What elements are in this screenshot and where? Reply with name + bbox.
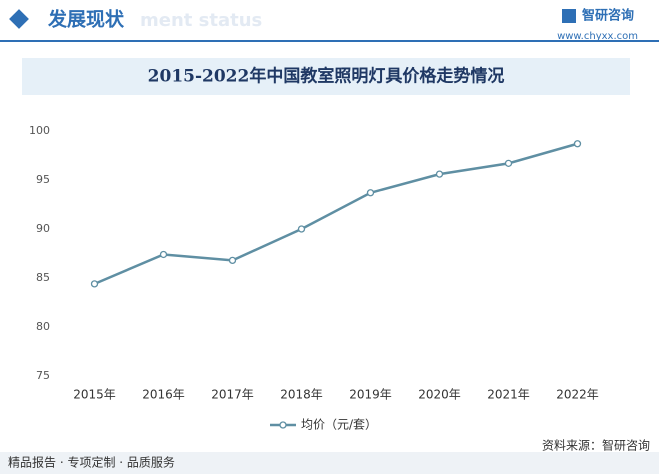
y-tick-label: 95 xyxy=(36,173,50,186)
data-point xyxy=(435,170,444,178)
header-subtitle: ment status xyxy=(140,10,262,31)
data-point xyxy=(366,189,375,197)
footer-bar xyxy=(0,452,659,474)
logo-icon xyxy=(562,9,576,23)
data-point xyxy=(228,256,237,265)
footer-source: 资料来源：智研咨询 xyxy=(542,438,650,453)
x-tick-label: 2022年 xyxy=(556,388,599,402)
y-tick-label: 85 xyxy=(36,271,50,284)
x-tick-label: 2019年 xyxy=(349,388,392,402)
y-tick-label: 80 xyxy=(36,320,50,333)
data-point xyxy=(90,280,99,288)
plot: 75 80 85 90 95 100 2015年 2016年 2017年 2018年 2019年 20… xyxy=(29,124,599,432)
logo-text: 智研咨询 xyxy=(582,8,634,24)
header-rule xyxy=(0,40,659,42)
x-tick-label: 2018年 xyxy=(280,388,323,402)
chart-title: 2015-2022年中国教室照明灯具价格走势情况 xyxy=(148,66,505,87)
data-point xyxy=(297,225,306,233)
x-tick-label: 2017年 xyxy=(211,388,254,402)
title-box xyxy=(22,58,630,95)
header-title: 发展现状 xyxy=(47,8,125,31)
x-tick-label: 2021年 xyxy=(487,388,530,402)
data-point xyxy=(504,159,513,167)
x-tick-label: 2015年 xyxy=(73,388,116,402)
data-point xyxy=(159,250,168,259)
y-tick-label: 75 xyxy=(36,369,50,382)
header-icon xyxy=(9,9,29,29)
x-tick-label: 2016年 xyxy=(142,388,185,402)
footer-left: 精品报告 · 专项定制 · 品质服务 xyxy=(8,455,175,470)
legend-label: 均价（元/套） xyxy=(301,418,377,432)
y-tick-label: 100 xyxy=(29,124,50,137)
x-tick-label: 2020年 xyxy=(418,388,461,402)
data-point xyxy=(573,140,582,148)
series-line xyxy=(94,142,578,286)
legend-marker xyxy=(279,421,287,429)
logo-url: www.chyxx.com xyxy=(557,31,638,42)
y-tick-label: 90 xyxy=(36,222,50,235)
